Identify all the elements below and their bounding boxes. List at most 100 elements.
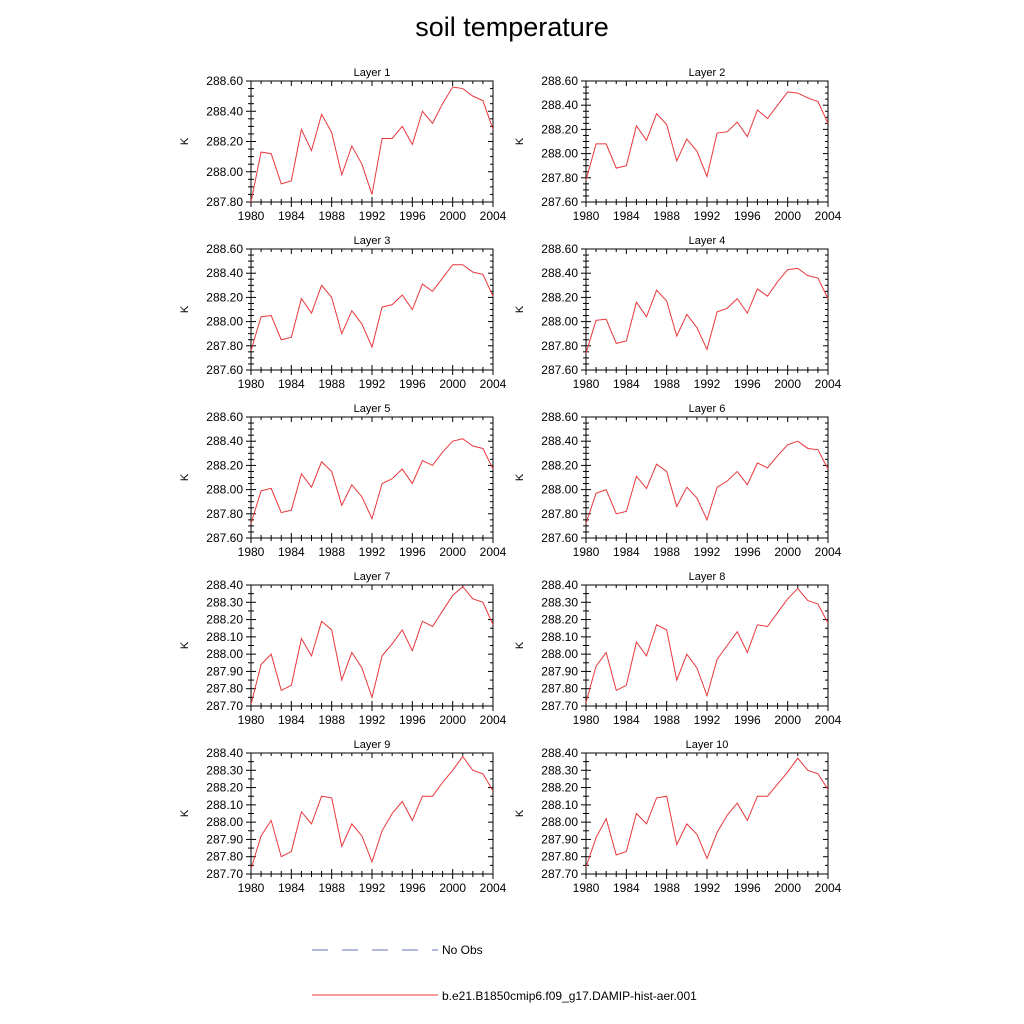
y-tick-label: 288.30 bbox=[541, 763, 578, 777]
y-tick-label: 288.40 bbox=[541, 578, 578, 592]
x-tick-label: 1988 bbox=[653, 545, 680, 559]
y-tick-label: 287.90 bbox=[541, 832, 578, 846]
y-tick-label: 288.00 bbox=[206, 483, 243, 497]
legend-model-label: b.e21.B1850cmip6.f09_g17.DAMIP-hist-aer.… bbox=[442, 989, 697, 1003]
y-axis-label: K bbox=[179, 137, 191, 145]
x-tick-label: 2000 bbox=[774, 881, 801, 895]
series-line bbox=[250, 86, 494, 203]
x-tick-label: 1996 bbox=[399, 377, 426, 391]
y-tick-label: 288.30 bbox=[541, 595, 578, 609]
x-tick-label: 1996 bbox=[399, 881, 426, 895]
x-tick-label: 2000 bbox=[439, 713, 466, 727]
x-tick-label: 1996 bbox=[734, 545, 761, 559]
x-tick-label: 2000 bbox=[439, 209, 466, 223]
plot-frame bbox=[585, 80, 829, 203]
x-tick-label: 1984 bbox=[278, 713, 305, 727]
y-tick-label: 288.10 bbox=[541, 630, 578, 644]
x-tick-label: 1988 bbox=[318, 881, 345, 895]
x-tick-label: 2004 bbox=[480, 209, 507, 223]
x-tick-label: 2000 bbox=[439, 881, 466, 895]
y-tick-label: 287.80 bbox=[206, 682, 243, 696]
y-tick-label: 287.60 bbox=[541, 363, 578, 377]
y-tick-label: 287.70 bbox=[206, 699, 243, 713]
x-tick-label: 1992 bbox=[694, 209, 721, 223]
page-title: soil temperature bbox=[415, 12, 609, 42]
y-tick-label: 287.80 bbox=[541, 850, 578, 864]
y-tick-label: 288.20 bbox=[206, 290, 243, 304]
y-tick-label: 287.90 bbox=[541, 664, 578, 678]
y-tick-label: 288.40 bbox=[541, 746, 578, 760]
y-tick-label: 288.20 bbox=[206, 135, 243, 149]
y-tick-label: 287.90 bbox=[206, 664, 243, 678]
panel-title: Layer 9 bbox=[354, 739, 391, 751]
y-tick-label: 288.60 bbox=[206, 410, 243, 424]
y-tick-label: 288.40 bbox=[206, 578, 243, 592]
legend-obs-line bbox=[312, 949, 438, 951]
y-tick-label: 288.20 bbox=[206, 781, 243, 795]
y-axis-label: K bbox=[514, 305, 526, 313]
y-tick-label: 288.20 bbox=[541, 122, 578, 136]
y-tick-label: 288.40 bbox=[206, 746, 243, 760]
y-tick-label: 287.70 bbox=[541, 699, 578, 713]
x-tick-label: 1980 bbox=[238, 713, 265, 727]
panel-layer-2: Layer 2 K 287.60 287.80 288.00 288.20 288.40 28… bbox=[514, 67, 842, 223]
y-tick-label: 288.00 bbox=[541, 147, 578, 161]
panel-title: Layer 2 bbox=[689, 67, 726, 79]
legend-model-line bbox=[312, 994, 438, 996]
series-line bbox=[250, 586, 494, 705]
legend-obs-label: No Obs bbox=[442, 943, 483, 957]
x-tick-label: 1980 bbox=[238, 377, 265, 391]
y-tick-label: 288.40 bbox=[206, 104, 243, 118]
x-tick-label: 1992 bbox=[359, 377, 386, 391]
y-axis-label: K bbox=[514, 641, 526, 649]
y-tick-label: 288.00 bbox=[206, 647, 243, 661]
x-tick-label: 1988 bbox=[653, 881, 680, 895]
x-tick-label: 2000 bbox=[774, 377, 801, 391]
y-tick-label: 288.00 bbox=[541, 315, 578, 329]
panel-layer-1: Layer 1 K 287.80 288.00 288.20 288.40 288.60 19… bbox=[179, 67, 507, 223]
y-tick-label: 287.80 bbox=[541, 339, 578, 353]
panel-title: Layer 4 bbox=[689, 235, 726, 247]
x-tick-label: 2004 bbox=[815, 545, 842, 559]
panel-title: Layer 3 bbox=[354, 235, 391, 247]
x-tick-label: 1980 bbox=[573, 377, 600, 391]
series-line bbox=[250, 755, 494, 869]
x-tick-label: 1980 bbox=[238, 881, 265, 895]
y-tick-label: 288.20 bbox=[541, 458, 578, 472]
x-tick-label: 2004 bbox=[815, 713, 842, 727]
x-tick-label: 2000 bbox=[439, 377, 466, 391]
panel-layer-7: Layer 7 K 287.70 287.80 287.90 288.00 288.10 28… bbox=[179, 571, 507, 727]
x-tick-label: 1984 bbox=[613, 209, 640, 223]
x-tick-label: 1988 bbox=[318, 713, 345, 727]
x-tick-label: 1984 bbox=[278, 545, 305, 559]
x-tick-label: 1984 bbox=[278, 209, 305, 223]
y-tick-label: 288.20 bbox=[541, 613, 578, 627]
series-line bbox=[585, 587, 829, 703]
y-axis-label: K bbox=[514, 473, 526, 481]
x-tick-label: 2000 bbox=[774, 209, 801, 223]
x-tick-label: 1984 bbox=[613, 377, 640, 391]
x-tick-label: 2000 bbox=[774, 545, 801, 559]
panel-layer-5: Layer 5 K 287.60 287.80 288.00 288.20 288.40 28… bbox=[179, 403, 507, 559]
x-tick-label: 2004 bbox=[480, 713, 507, 727]
series-line bbox=[250, 438, 494, 524]
y-axis-label: K bbox=[179, 473, 191, 481]
x-tick-label: 1984 bbox=[278, 377, 305, 391]
y-tick-label: 288.00 bbox=[206, 315, 243, 329]
x-tick-label: 2000 bbox=[774, 713, 801, 727]
x-tick-label: 1980 bbox=[573, 713, 600, 727]
x-tick-label: 1996 bbox=[399, 713, 426, 727]
panel-title: Layer 5 bbox=[354, 403, 391, 415]
y-tick-label: 287.60 bbox=[206, 363, 243, 377]
x-tick-label: 1980 bbox=[238, 209, 265, 223]
y-tick-label: 287.80 bbox=[206, 507, 243, 521]
panel-layer-3: Layer 3 K 287.60 287.80 288.00 288.20 288.40 28… bbox=[179, 235, 507, 391]
y-tick-label: 287.80 bbox=[206, 339, 243, 353]
y-axis-label: K bbox=[179, 305, 191, 313]
x-tick-label: 2000 bbox=[439, 545, 466, 559]
y-tick-label: 287.60 bbox=[206, 531, 243, 545]
y-tick-label: 287.60 bbox=[541, 531, 578, 545]
plot-frame bbox=[250, 416, 494, 539]
y-tick-label: 287.80 bbox=[206, 195, 243, 209]
series-line bbox=[585, 91, 829, 181]
